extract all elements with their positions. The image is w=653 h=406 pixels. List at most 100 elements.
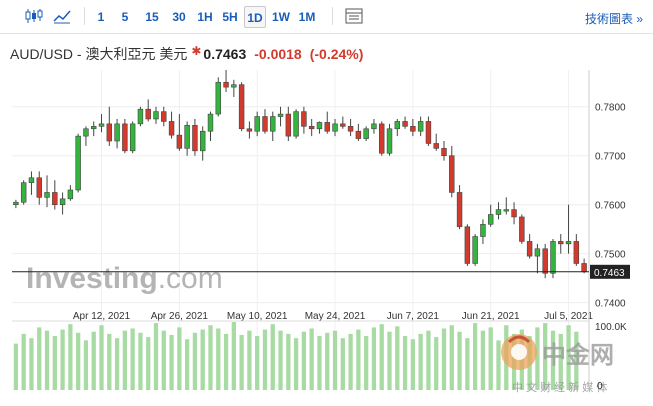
volume-bar (239, 334, 244, 390)
candlestick-icon[interactable] (22, 5, 46, 27)
candle-down (176, 134, 183, 149)
volume-bar (410, 339, 416, 390)
volume-bar (488, 327, 493, 390)
timeframe-1d[interactable]: 1D (244, 6, 266, 28)
candle-down (425, 121, 432, 144)
volume-bar (44, 330, 50, 390)
date-tick-label: Jun 21, 2021 (462, 311, 520, 322)
candle-down (324, 122, 330, 132)
price-chart[interactable]: Investing.com 中金网 中 文 财 经 新 媒 体 0.78000.… (0, 70, 653, 406)
candle-up (215, 81, 221, 115)
timeframe-30[interactable]: 30 (172, 10, 186, 24)
volume-bar (535, 327, 540, 390)
volume-bar (130, 328, 135, 390)
volume-bar (574, 331, 579, 390)
candle-up (417, 121, 424, 132)
volume-bar (161, 330, 166, 390)
line-chart-icon[interactable] (50, 5, 74, 27)
volume-bar (395, 326, 400, 390)
volume-tick-label: 100.0K (595, 322, 627, 333)
candle-down (52, 192, 58, 205)
volume-bar (402, 336, 408, 390)
candle-up (129, 123, 136, 152)
candle-up (503, 209, 509, 212)
volume-bar (255, 336, 260, 390)
volume-bar (371, 327, 377, 390)
volume-bar (550, 330, 556, 390)
timeframe-5h[interactable]: 5H (222, 10, 238, 24)
advanced-chart-link[interactable]: 技術圖表 » (584, 12, 643, 26)
volume-bar (356, 329, 361, 390)
candle-down (410, 126, 416, 132)
volume-bar (449, 325, 454, 390)
volume-bar (270, 324, 275, 390)
volume-bar (543, 323, 548, 390)
chart-grid (12, 70, 589, 390)
candle-up (207, 113, 214, 132)
volume-bar (91, 331, 96, 390)
candle-down (402, 121, 408, 127)
candle-down (464, 226, 471, 264)
candle-up (534, 248, 541, 257)
timeframe-1[interactable]: 1 (97, 10, 105, 24)
timeframe-1h[interactable]: 1H (197, 10, 213, 24)
volume-bar (107, 333, 112, 390)
price-tick-label: 0.7400 (595, 299, 626, 310)
candle-down (308, 126, 315, 130)
last-price: 0.7463 (203, 46, 247, 62)
candle-down (238, 84, 245, 130)
candle-down (223, 81, 229, 88)
candle-up (184, 125, 190, 149)
volume-bar (177, 327, 182, 390)
volume-bar (418, 333, 423, 390)
volume-bar (169, 334, 174, 390)
watermark-layer: Investing.com 中金网 中 文 财 经 新 媒 体 (26, 262, 614, 394)
candle-up (332, 123, 338, 132)
volume-bar (317, 336, 322, 390)
timeframe-1w[interactable]: 1W (272, 10, 290, 24)
volume-bar (286, 333, 291, 390)
candle-up (20, 182, 27, 203)
timeframe-5[interactable]: 5 (121, 10, 129, 24)
volume-bar (332, 330, 338, 390)
volume-bar (216, 328, 221, 390)
candle-up (44, 192, 50, 198)
current-price-marker: 0.7463 (12, 264, 630, 279)
timeframe-1m[interactable]: 1M (298, 10, 316, 24)
candle-down (36, 177, 42, 198)
volume-bar (309, 328, 314, 390)
timeframe-15[interactable]: 15 (145, 10, 159, 24)
candle-down (168, 121, 175, 136)
volume-bar (208, 325, 213, 390)
date-tick-label: Jun 7, 2021 (387, 311, 440, 322)
volume-bar (52, 336, 57, 390)
candle-down (573, 241, 580, 264)
date-tick-label: May 10, 2021 (227, 311, 288, 322)
volume-bar (192, 332, 198, 390)
chart-axes: 0.7800 0.7700 0.7600 0.7500 0.7400 Apr 12, 20… (12, 70, 627, 392)
candle-up (28, 177, 35, 183)
candlestick-series (13, 70, 587, 279)
volume-bar (153, 323, 159, 390)
candle-down (285, 113, 292, 137)
candle-down (379, 123, 385, 154)
candle-up (565, 241, 572, 245)
price-tick-label: 0.7700 (595, 152, 626, 163)
volume-bar (83, 340, 89, 390)
table-icon[interactable] (342, 5, 366, 27)
volume-bar (457, 331, 462, 390)
volume-bar (247, 330, 252, 390)
candle-up (472, 236, 478, 264)
candle-down (449, 155, 455, 193)
price-change-percent: (-0.24%) (309, 46, 364, 62)
candle-up (59, 198, 66, 205)
volume-bar (566, 325, 571, 390)
volume-bar (60, 329, 65, 390)
quote-header: AUD/USD - 澳大利亞元 美元 ✱ 0.7463 -0.0018 (-0.24%) (10, 44, 363, 64)
candle-up (231, 84, 237, 88)
candle-up (75, 135, 81, 191)
volume-bar (37, 327, 42, 390)
candle-down (192, 125, 198, 152)
candle-down (301, 111, 307, 127)
volume-bar (99, 325, 104, 390)
